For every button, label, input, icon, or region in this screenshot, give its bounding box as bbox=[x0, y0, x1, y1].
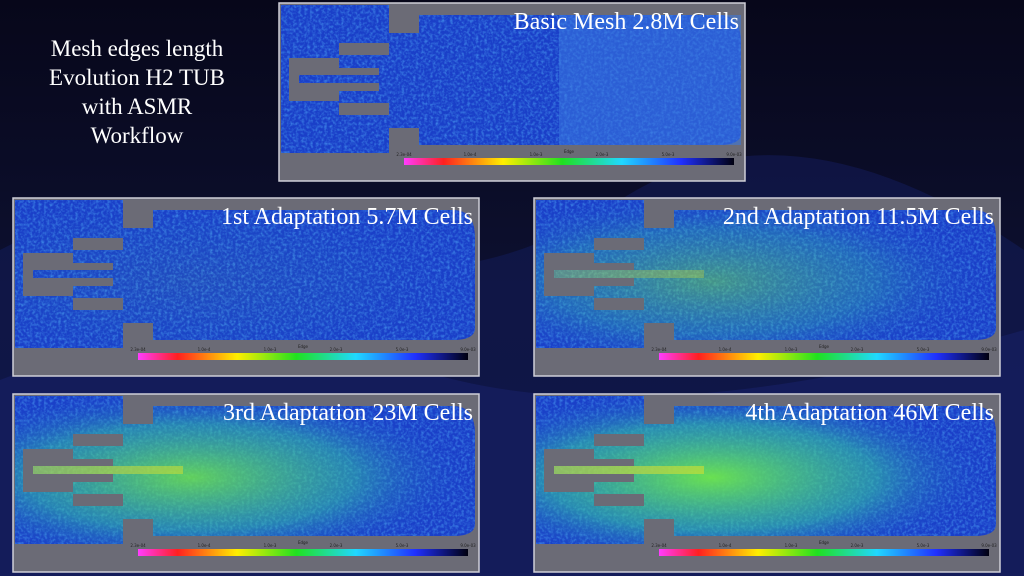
panel-title: 3rd Adaptation 23M Cells bbox=[223, 400, 473, 426]
mesh bbox=[536, 396, 996, 544]
injector-wall bbox=[73, 494, 123, 506]
slide-title-line: Workflow bbox=[91, 123, 184, 148]
colorbar-tick-label: 5.0e-3 bbox=[917, 543, 930, 548]
injector-wall bbox=[594, 434, 644, 446]
mesh-glow bbox=[536, 396, 996, 544]
slide-title-line: Evolution H2 TUB bbox=[49, 65, 225, 90]
injector-wall bbox=[594, 238, 644, 250]
mesh bbox=[15, 200, 475, 348]
colorbar-tick-label: 1.0e-4 bbox=[719, 543, 732, 548]
colorbar-tick-label: 9.0e-03 bbox=[981, 543, 997, 548]
colorbar-tick-label: 5.0e-3 bbox=[662, 152, 675, 157]
colorbar-tick-label: 9.0e-03 bbox=[981, 347, 997, 352]
colorbar-tick-label: 5.0e-3 bbox=[396, 347, 409, 352]
injector bbox=[23, 253, 113, 296]
colorbar-label: Edge bbox=[564, 149, 575, 154]
colorbar-tick-label: 2.3e-04 bbox=[651, 543, 667, 548]
colorbar bbox=[138, 549, 468, 556]
colorbar-label: Edge bbox=[819, 540, 830, 545]
mesh-glow bbox=[15, 396, 475, 544]
panel-title: 2nd Adaptation 11.5M Cells bbox=[723, 204, 994, 230]
colorbar-tick-label: 1.0e-3 bbox=[264, 543, 277, 548]
injector-wall bbox=[339, 43, 389, 55]
mesh-glow bbox=[281, 5, 741, 153]
injector bbox=[544, 253, 634, 296]
mesh bbox=[536, 200, 996, 348]
injector-wall bbox=[594, 298, 644, 310]
colorbar bbox=[138, 353, 468, 360]
mesh-panel: 1st Adaptation 5.7M Cells Edge 2.3e-04 1.0e… bbox=[12, 197, 480, 377]
colorbar bbox=[659, 549, 989, 556]
colorbar bbox=[659, 353, 989, 360]
colorbar-tick-label: 1.0e-4 bbox=[198, 543, 211, 548]
mesh-panel: 4th Adaptation 46M Cells Edge 2.3e-04 1.0e-… bbox=[533, 393, 1001, 573]
mesh-panel: 2nd Adaptation 11.5M Cells Edge 2.3e-04 1.0… bbox=[533, 197, 1001, 377]
injector bbox=[544, 449, 634, 492]
mesh-panel: Basic Mesh 2.8M Cells Edge 2.3e-04 1.0e-4 1.… bbox=[278, 2, 746, 182]
injector-jet bbox=[554, 466, 704, 474]
colorbar-tick-label: 1.0e-4 bbox=[198, 347, 211, 352]
colorbar-tick-label: 1.0e-3 bbox=[785, 543, 798, 548]
injector-jet bbox=[33, 466, 183, 474]
panel-title: 4th Adaptation 46M Cells bbox=[745, 400, 994, 426]
injector-jet bbox=[554, 270, 704, 278]
colorbar-tick-label: 2.3e-04 bbox=[396, 152, 412, 157]
panel-title: Basic Mesh 2.8M Cells bbox=[514, 9, 739, 35]
colorbar-tick-label: 1.0e-3 bbox=[264, 347, 277, 352]
colorbar-tick-label: 2.3e-04 bbox=[130, 543, 146, 548]
panel-title: 1st Adaptation 5.7M Cells bbox=[221, 204, 473, 230]
mesh bbox=[281, 5, 741, 153]
colorbar-tick-label: 2.3e-04 bbox=[130, 347, 146, 352]
mesh-glow bbox=[15, 200, 475, 348]
colorbar-tick-label: 5.0e-3 bbox=[917, 347, 930, 352]
colorbar-tick-label: 2.0e-3 bbox=[851, 347, 864, 352]
colorbar-tick-label: 2.3e-04 bbox=[651, 347, 667, 352]
colorbar-tick-label: 2.0e-3 bbox=[330, 543, 343, 548]
injector-wall bbox=[339, 103, 389, 115]
colorbar-tick-label: 2.0e-3 bbox=[330, 347, 343, 352]
colorbar-label: Edge bbox=[819, 344, 830, 349]
colorbar-tick-label: 1.0e-3 bbox=[785, 347, 798, 352]
injector-wall bbox=[73, 298, 123, 310]
colorbar-label: Edge bbox=[298, 344, 309, 349]
colorbar-tick-label: 1.0e-3 bbox=[530, 152, 543, 157]
injector-wall bbox=[594, 494, 644, 506]
injector-wall bbox=[73, 238, 123, 250]
colorbar bbox=[404, 158, 734, 165]
colorbar-tick-label: 9.0e-03 bbox=[460, 543, 476, 548]
colorbar-tick-label: 2.0e-3 bbox=[851, 543, 864, 548]
colorbar-tick-label: 9.0e-03 bbox=[726, 152, 742, 157]
injector-wall bbox=[73, 434, 123, 446]
slide-title-line: Mesh edges length bbox=[51, 36, 224, 61]
colorbar-tick-label: 1.0e-4 bbox=[464, 152, 477, 157]
slide-title-line: with ASMR bbox=[82, 94, 193, 119]
mesh-glow bbox=[536, 200, 996, 348]
injector bbox=[289, 58, 379, 101]
mesh bbox=[15, 396, 475, 544]
panels: Basic Mesh 2.8M Cells Edge 2.3e-04 1.0e-4 1.… bbox=[12, 2, 1001, 573]
mesh-panel: 3rd Adaptation 23M Cells Edge 2.3e-04 1.0e-… bbox=[12, 393, 480, 573]
colorbar-label: Edge bbox=[298, 540, 309, 545]
colorbar-tick-label: 1.0e-4 bbox=[719, 347, 732, 352]
injector bbox=[23, 449, 113, 492]
colorbar-tick-label: 2.0e-3 bbox=[596, 152, 609, 157]
colorbar-tick-label: 9.0e-03 bbox=[460, 347, 476, 352]
slide-title: Mesh edges length Evolution H2 TUB with AS… bbox=[49, 36, 225, 148]
colorbar-tick-label: 5.0e-3 bbox=[396, 543, 409, 548]
